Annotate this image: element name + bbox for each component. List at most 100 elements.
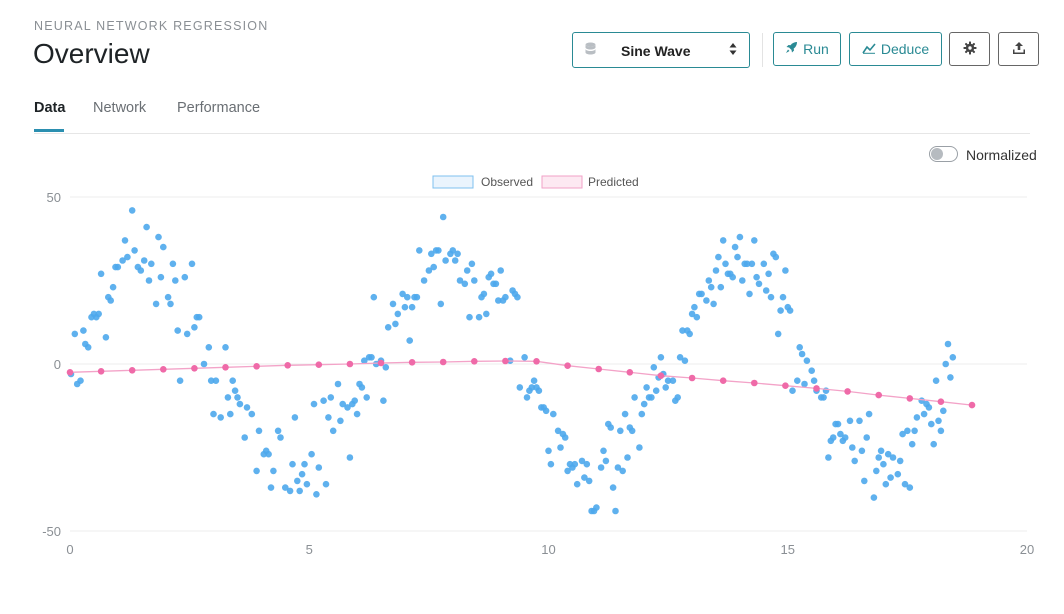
observed-point xyxy=(686,330,693,338)
observed-point xyxy=(296,487,304,495)
observed-point xyxy=(358,384,366,391)
dataset-select[interactable]: Sine Wave xyxy=(572,32,750,68)
dataset-select-value: Sine Wave xyxy=(621,43,691,59)
settings-button[interactable] xyxy=(949,32,990,66)
observed-point xyxy=(715,253,722,261)
observed-point xyxy=(231,387,239,394)
observed-point xyxy=(274,427,282,435)
deduce-button-label: Deduce xyxy=(880,41,930,57)
observed-point xyxy=(137,267,145,274)
observed-point xyxy=(928,420,935,428)
observed-point xyxy=(863,434,870,441)
observed-point xyxy=(834,420,842,428)
observed-point xyxy=(717,283,725,291)
observed-point xyxy=(334,380,342,388)
observed-point xyxy=(681,357,689,364)
observed-point xyxy=(243,404,251,411)
observed-point xyxy=(456,277,464,284)
predicted-point xyxy=(377,359,385,367)
observed-point xyxy=(861,477,868,485)
observed-point xyxy=(739,277,746,284)
tab-performance[interactable]: Performance xyxy=(177,100,261,116)
observed-point xyxy=(363,394,371,401)
observed-point xyxy=(128,207,136,214)
observed-point xyxy=(578,457,586,465)
observed-point xyxy=(351,397,359,404)
observed-point xyxy=(729,273,736,281)
observed-point xyxy=(399,290,406,298)
predicted-point xyxy=(160,366,167,373)
tab-data[interactable]: Data xyxy=(34,100,66,116)
observed-point xyxy=(535,387,543,394)
observed-point xyxy=(657,354,665,361)
observed-point xyxy=(310,400,318,408)
observed-point xyxy=(131,247,138,254)
observed-point xyxy=(286,487,294,495)
observed-point xyxy=(547,460,555,468)
observed-point xyxy=(901,480,909,488)
observed-point xyxy=(155,233,162,241)
normalized-toggle[interactable] xyxy=(929,146,958,162)
observed-point xyxy=(609,484,617,491)
tab-divider xyxy=(34,133,1030,134)
observed-point xyxy=(753,273,760,281)
observed-point xyxy=(545,447,552,455)
x-tick-label: 0 xyxy=(66,542,73,557)
observed-point xyxy=(428,250,435,258)
observed-point xyxy=(937,427,945,435)
section-eyebrow: NEURAL NETWORK REGRESSION xyxy=(34,19,269,33)
observed-point xyxy=(722,260,729,268)
observed-point xyxy=(638,410,646,418)
observed-point xyxy=(176,377,184,384)
predicted-point xyxy=(533,358,540,365)
x-tick-label: 20 xyxy=(1020,542,1034,557)
observed-point xyxy=(157,273,165,281)
observed-point xyxy=(164,293,172,301)
observed-point xyxy=(822,387,830,394)
predicted-point xyxy=(315,361,323,368)
observed-point xyxy=(767,293,775,301)
observed-point xyxy=(451,257,459,264)
observed-point xyxy=(542,407,550,415)
observed-point xyxy=(947,374,954,381)
observed-point xyxy=(425,267,433,274)
observed-point xyxy=(160,243,167,251)
observed-point xyxy=(561,434,569,441)
observed-point xyxy=(731,243,739,251)
observed-point xyxy=(705,277,713,284)
observed-point xyxy=(227,410,234,418)
observed-point xyxy=(475,313,483,321)
deduce-button[interactable]: Deduce xyxy=(849,32,942,66)
export-button[interactable] xyxy=(998,32,1039,66)
observed-point xyxy=(207,377,215,384)
observed-point xyxy=(148,260,155,268)
observed-point xyxy=(624,454,631,461)
observed-point xyxy=(329,427,337,435)
observed-point xyxy=(487,270,495,278)
observed-point xyxy=(691,303,698,311)
observed-point xyxy=(404,293,411,301)
observed-point xyxy=(530,377,538,384)
observed-point xyxy=(614,464,622,471)
observed-point xyxy=(420,277,428,284)
x-tick-label: 5 xyxy=(306,542,313,557)
observed-point xyxy=(889,454,897,461)
observed-point xyxy=(392,320,399,328)
observed-point xyxy=(416,247,423,254)
observed-point xyxy=(875,454,882,461)
predicted-point xyxy=(626,369,634,376)
observed-point xyxy=(188,260,196,268)
observed-point xyxy=(442,257,449,264)
observed-point xyxy=(303,480,311,488)
observed-point xyxy=(873,467,880,475)
observed-point xyxy=(495,297,502,304)
tab-network[interactable]: Network xyxy=(93,100,147,116)
observed-point xyxy=(167,300,174,308)
observed-point xyxy=(435,247,442,254)
run-button[interactable]: Run xyxy=(773,32,841,66)
observed-point xyxy=(241,434,248,441)
observed-point xyxy=(880,460,887,468)
predicted-point xyxy=(284,362,292,369)
observed-point xyxy=(408,303,416,311)
observed-point xyxy=(267,484,275,491)
